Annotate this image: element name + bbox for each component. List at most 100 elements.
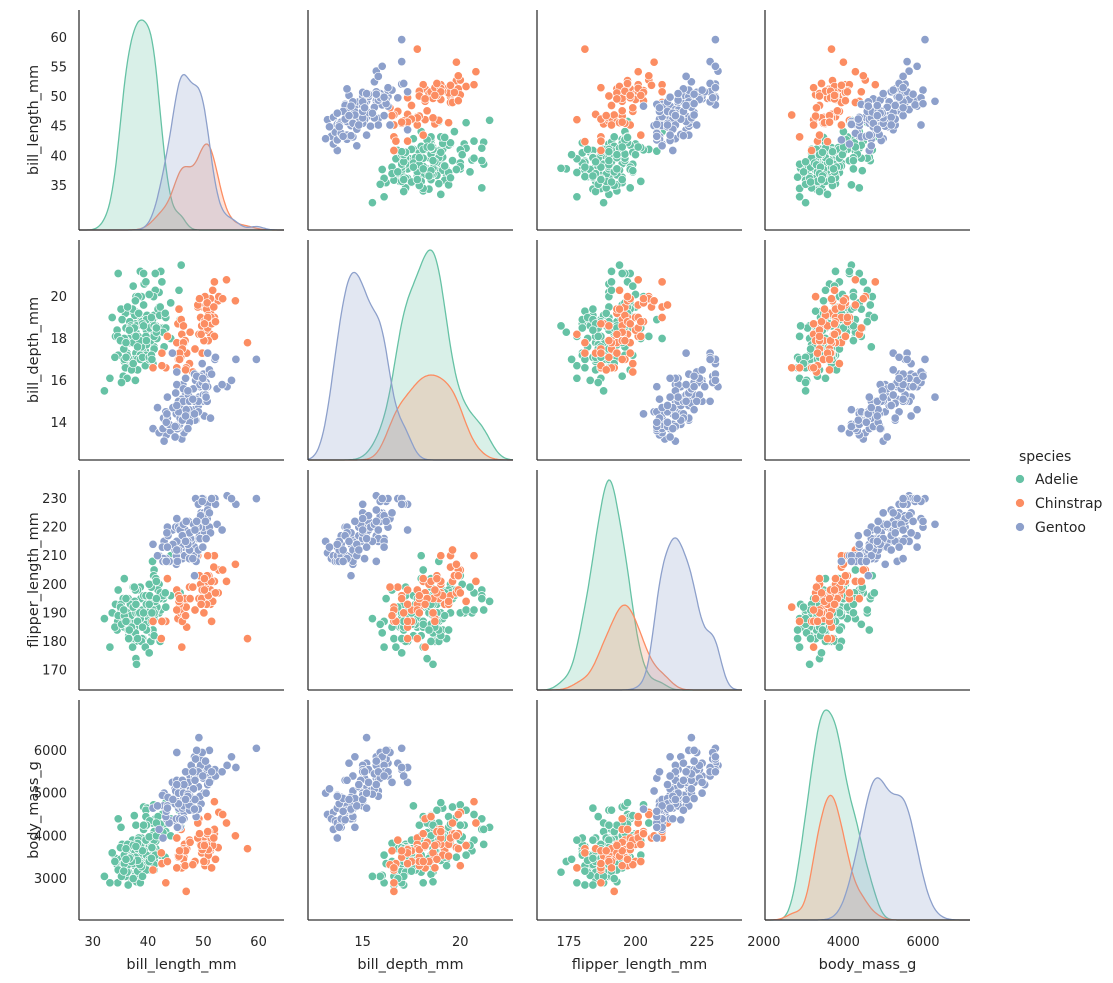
point-chinstrap: [447, 545, 458, 555]
point-chinstrap: [612, 94, 622, 104]
point-adelie: [160, 588, 170, 598]
point-gentoo: [888, 85, 898, 95]
point-adelie: [147, 843, 157, 853]
point-adelie: [818, 296, 829, 306]
point-chinstrap: [242, 634, 253, 644]
point-chinstrap: [420, 840, 430, 851]
point-chinstrap: [453, 571, 463, 581]
point-gentoo: [668, 424, 678, 434]
point-adelie: [426, 142, 436, 152]
y-tick-label: 6000: [34, 744, 67, 759]
point-gentoo: [379, 542, 389, 552]
point-gentoo: [665, 92, 675, 102]
point-chinstrap: [836, 120, 846, 130]
point-adelie: [869, 588, 879, 598]
point-gentoo: [201, 788, 211, 798]
point-gentoo: [890, 528, 900, 538]
point-chinstrap: [412, 634, 422, 644]
point-gentoo: [705, 396, 715, 406]
point-gentoo: [350, 822, 360, 832]
y-axis-titles: bill_length_mm bill_depth_mm flipper_lengt…: [26, 65, 42, 859]
point-gentoo: [912, 494, 922, 504]
point-gentoo: [894, 373, 904, 383]
point-adelie: [826, 175, 837, 185]
point-chinstrap: [609, 886, 619, 896]
point-chinstrap: [469, 80, 479, 90]
point-chinstrap: [199, 840, 209, 851]
legend-title: species: [1019, 449, 1071, 465]
point-gentoo: [853, 415, 863, 425]
point-adelie: [799, 167, 809, 177]
point-adelie: [801, 198, 811, 208]
point-chinstrap: [601, 846, 611, 856]
panel-bill_depth_mm-vs-bill_depth_mm: [307, 240, 514, 461]
point-gentoo: [665, 373, 675, 383]
point-chinstrap: [453, 71, 463, 81]
point-adelie: [630, 150, 641, 160]
panel-body_mass_g-vs-body_mass_g: 2000 4000 6000: [747, 700, 970, 950]
point-adelie: [131, 599, 141, 609]
point-gentoo: [872, 100, 882, 111]
point-adelie: [857, 166, 867, 176]
point-gentoo: [189, 571, 200, 581]
point-adelie: [428, 156, 438, 166]
point-gentoo: [908, 516, 918, 526]
point-gentoo: [358, 499, 368, 509]
point-gentoo: [217, 767, 227, 777]
point-adelie: [580, 880, 590, 890]
point-gentoo: [324, 542, 335, 552]
point-gentoo: [371, 89, 381, 99]
point-gentoo: [882, 519, 892, 529]
point-adelie: [151, 576, 161, 586]
point-adelie: [817, 625, 828, 635]
point-adelie: [139, 300, 149, 310]
point-gentoo: [181, 794, 191, 805]
point-gentoo: [697, 85, 707, 95]
panel-bill_length_mm-vs-bill_depth_mm: [307, 10, 513, 231]
point-adelie: [827, 147, 838, 157]
point-adelie: [824, 157, 835, 167]
point-adelie: [580, 172, 590, 182]
point-gentoo: [170, 432, 180, 442]
point-gentoo: [354, 120, 364, 130]
y-tick-label: 40: [50, 149, 67, 164]
point-adelie: [461, 850, 471, 860]
point-gentoo: [172, 514, 182, 524]
point-adelie: [144, 599, 154, 609]
point-adelie: [134, 308, 144, 318]
point-adelie: [428, 659, 438, 669]
point-adelie: [160, 308, 170, 318]
point-adelie: [795, 642, 805, 652]
point-gentoo: [670, 794, 680, 805]
point-chinstrap: [148, 616, 158, 626]
point-chinstrap: [461, 81, 471, 92]
point-gentoo: [231, 354, 241, 364]
point-gentoo: [692, 120, 702, 130]
panel-bill_length_mm-vs-bill_length_mm: 35 40 45 50 55 60: [50, 10, 284, 231]
point-chinstrap: [614, 285, 625, 295]
point-chinstrap: [157, 361, 167, 371]
point-chinstrap: [181, 886, 191, 896]
point-adelie: [479, 824, 489, 834]
point-gentoo: [697, 788, 707, 798]
legend: species Adelie Chinstrap Gentoo: [1015, 449, 1103, 536]
point-adelie: [129, 811, 139, 821]
point-chinstrap: [787, 363, 797, 373]
point-adelie: [469, 809, 479, 820]
point-chinstrap: [628, 103, 638, 113]
point-chinstrap: [451, 559, 461, 569]
point-chinstrap: [809, 363, 819, 373]
point-gentoo: [172, 367, 182, 377]
point-chinstrap: [829, 90, 840, 100]
point-chinstrap: [838, 296, 848, 306]
point-gentoo: [200, 756, 211, 766]
point-adelie: [117, 315, 127, 325]
point-chinstrap: [218, 809, 228, 820]
point-adelie: [837, 150, 847, 160]
point-gentoo: [898, 494, 908, 504]
point-chinstrap: [829, 285, 840, 295]
point-gentoo: [373, 71, 383, 81]
point-chinstrap: [190, 344, 200, 354]
point-chinstrap: [418, 829, 428, 839]
point-adelie: [830, 266, 841, 276]
